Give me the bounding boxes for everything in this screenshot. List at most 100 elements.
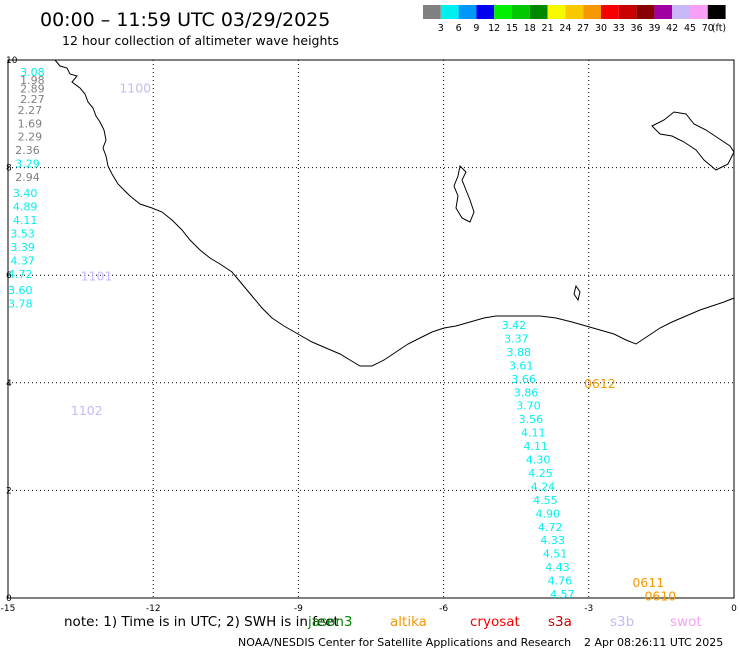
swh-value-label: 1.69 [18,117,43,130]
x-tick-label: -12 [146,604,161,614]
satellite-name: swot [670,614,702,630]
satellite-legend: jason3 altika cryosat s3a s3b swot [307,614,702,630]
legend-swatch [672,5,690,19]
y-tick-label: 4 [6,379,12,389]
island-path [651,111,735,171]
island-path [573,284,581,302]
satellite-name: cryosat [470,614,520,630]
swh-value-label: 4.11 [521,427,546,440]
swh-value-label: 4.30 [526,454,551,467]
swh-value-label: 2.27 [18,104,43,117]
x-tick-label: -3 [584,604,593,614]
swh-value-label: 2.29 [18,131,43,144]
legend-label: 3 [438,23,444,34]
legend-label: 70 [702,23,714,34]
legend-label: 36 [631,23,643,34]
altimeter-tracks: 3.081.982.892.272.271.692.292.363.292.94… [8,66,575,601]
swh-value-label: 3.78 [8,297,33,310]
legend-swatch [707,5,726,19]
legend-swatch [458,5,477,19]
swh-value-label: 4.37 [10,254,34,267]
swh-value-label: 3.88 [507,346,532,359]
legend-swatch [494,5,512,19]
swh-value-label: 4.11 [13,214,38,227]
pass-time-label: 1101 [81,269,113,284]
legend-label: 27 [577,23,589,34]
swh-value-label: 3.70 [516,400,541,413]
y-tick-label: 0 [6,594,12,604]
map-subtitle: 12 hour collection of altimeter wave hei… [62,33,339,48]
swh-value-label: 3.60 [8,284,33,297]
legend-swatch [423,5,441,19]
pass-time-label: 0611 [632,575,664,590]
satellite-name: s3b [610,614,634,630]
swh-value-label: 3.40 [13,187,38,200]
legend-swatch [654,5,673,19]
legend-swatch [476,5,495,19]
footer-note: note: 1) Time is in UTC; 2) SWH is in fe… [64,614,339,630]
legend-swatch [547,5,566,19]
legend-label: 30 [595,23,607,34]
swh-value-label: 4.72 [8,268,33,281]
axis-ticks: -15 -12 -9 -6 -3 0 0 2 4 6 8 10 [1,56,737,614]
swh-value-label: 3.56 [519,413,544,426]
legend-swatch [636,5,655,19]
legend-unit: (ft) [712,23,726,34]
swh-value-label: 2.94 [15,171,40,184]
legend-label: 24 [559,23,571,34]
swh-value-label: 3.29 [15,158,40,171]
swh-value-label: 4.76 [548,575,573,588]
swh-value-label: 3.08 [20,66,44,79]
grid-lines [8,60,734,598]
x-tick-label: 0 [731,604,737,614]
satellite-name: jason3 [307,614,352,630]
legend-swatch [618,5,637,19]
swh-value-label: 1.98 [20,74,44,87]
island-path [453,164,475,223]
swh-value-label: 4.25 [528,467,553,480]
swh-value-label: 3.37 [504,332,528,345]
swh-value-label: 4.43 [545,561,570,574]
satellite-name: altika [390,614,427,630]
swh-value-label: 3.39 [10,241,34,254]
legend-label: 45 [684,23,696,34]
pass-time-label: 1102 [71,403,103,418]
pass-time-label: 0610 [644,589,676,604]
pass-time-label: 1100 [119,80,151,95]
satellite-name: s3a [548,614,572,630]
legend-swatch [529,5,548,19]
y-tick-label: 10 [6,56,18,66]
swh-value-label: 2.36 [15,144,40,157]
swh-value-label: 4.11 [523,440,548,453]
swh-value-label: 4.57 [550,588,575,601]
coastline-path [54,59,735,367]
x-tick-label: -6 [439,604,448,614]
map-title: 00:00 – 11:59 UTC 03/29/2025 [40,9,330,31]
swh-value-label: 3.42 [502,319,527,332]
swh-value-label: 3.86 [514,386,539,399]
legend-label: 18 [524,23,536,34]
legend-swatch [583,5,601,19]
swh-value-label: 2.27 [20,93,44,106]
legend-label: 33 [613,23,625,34]
swh-value-label: 4.24 [531,480,556,493]
swh-value-label: 3.53 [10,228,34,241]
y-tick-label: 6 [6,271,12,281]
plot-area: 3.081.982.892.272.271.692.292.363.292.94… [1,56,737,614]
legend-swatch [690,5,708,19]
swh-value-label: 4.89 [13,201,38,214]
swh-value-label: 4.33 [540,534,565,547]
legend-label: 42 [666,23,678,34]
swh-value-label: 3.66 [511,373,536,386]
legend-label: 6 [456,23,462,34]
swh-value-label: 3.61 [509,359,534,372]
y-tick-label: 2 [6,486,12,496]
color-legend: 3 6 9 12 15 18 21 24 27 30 33 36 39 42 45 70(ft) [423,5,726,34]
legend-label: 9 [473,23,479,34]
pass-time-label: 0612 [584,376,616,391]
footer-timestamp: 2 Apr 08:26:11 UTC 2025 [584,636,723,649]
legend-label: 21 [542,23,554,34]
legend-label: 39 [648,23,660,34]
